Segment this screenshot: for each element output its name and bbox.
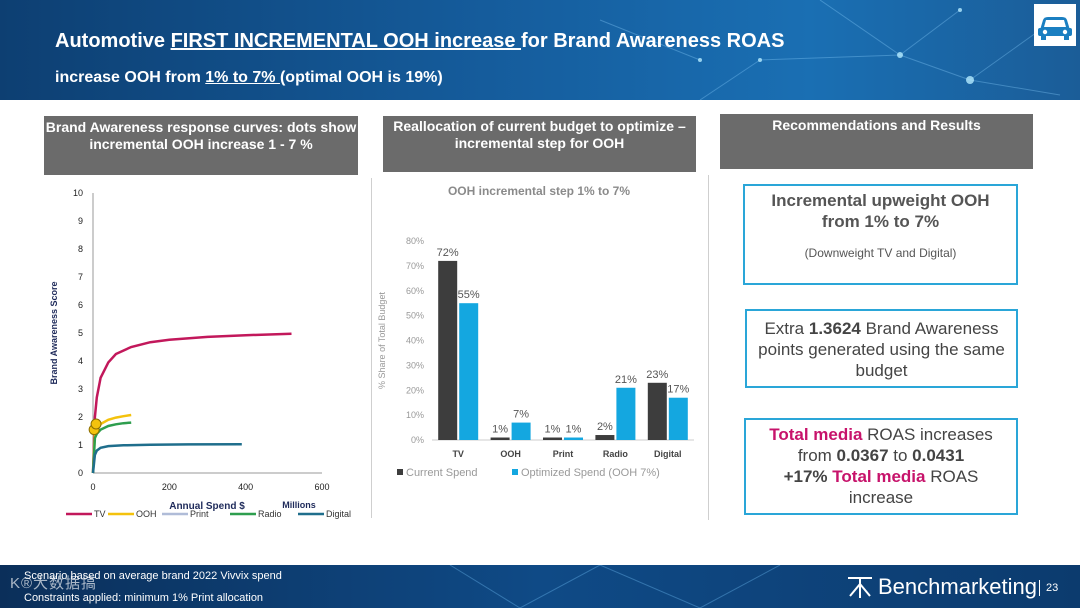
- slide-subtitle: increase OOH from 1% to 7% (optimal OOH …: [55, 69, 443, 86]
- bar-current-digital: [647, 382, 667, 440]
- car-icon: [1038, 17, 1072, 40]
- left-panel-title: Brand Awareness response curves: dots sh…: [44, 116, 358, 175]
- y-tick-label: 6: [78, 300, 83, 310]
- bar-current-radio: [595, 435, 615, 440]
- x-tick-label: 0: [90, 482, 95, 492]
- brand-divider: [1039, 580, 1040, 596]
- result-box-upweight: Incremental upweight OOH from 1% to 7% (…: [743, 184, 1018, 285]
- y-tick-label: 4: [78, 356, 83, 366]
- bar-y-tick: 40%: [406, 336, 424, 346]
- bar-legend-label: Optimized Spend (OOH 7%): [521, 467, 660, 479]
- bar-data-label: 7%: [513, 409, 529, 421]
- bar-optimized-ooh: [511, 422, 531, 440]
- bar-y-tick: 80%: [406, 236, 424, 246]
- bar-current-tv: [438, 260, 458, 440]
- y-tick-label: 3: [78, 384, 83, 394]
- bar-current-ooh: [490, 437, 510, 440]
- bar-data-label: 17%: [667, 384, 689, 396]
- y-tick-label: 2: [78, 412, 83, 422]
- legend-label-radio: Radio: [258, 509, 282, 519]
- x-tick-label: 400: [238, 482, 253, 492]
- bar-optimized-digital: [668, 397, 688, 440]
- x-axis-unit: Millions: [282, 500, 316, 510]
- curve-digital: [91, 442, 242, 474]
- y-tick-label: 8: [78, 244, 83, 254]
- bar-y-tick: 20%: [406, 385, 424, 395]
- bar-legend-swatch: [512, 469, 518, 475]
- ooh-increment-dot: [90, 418, 102, 430]
- middle-panel-title: Reallocation of current budget to optimi…: [383, 116, 696, 172]
- budget-bar-chart: OOH incremental step 1% to 7% 0% 10% 20% 30%…: [377, 184, 694, 479]
- curve-tv: [91, 332, 292, 474]
- roas-text: Total media ROAS increases from 0.0367 t…: [769, 425, 993, 507]
- bar-y-tick: 10%: [406, 410, 424, 420]
- footer-note-constraints: Constraints applied: minimum 1% Print al…: [24, 592, 264, 604]
- divider-right: [708, 175, 709, 520]
- bar-y-tick: 50%: [406, 311, 424, 321]
- bar-y-tick: 0%: [411, 435, 424, 445]
- right-panel-title: Recommendations and Results: [720, 114, 1033, 169]
- page-number: 23: [1046, 582, 1059, 594]
- bar-data-label: 1%: [545, 424, 561, 436]
- x-axis-title: Annual Spend $: [169, 501, 245, 512]
- upweight-heading: Incremental upweight OOH from 1% to 7%: [771, 191, 990, 231]
- y-tick-label: 0: [78, 468, 83, 478]
- bar-optimized-print: [564, 437, 583, 440]
- divider-left: [371, 178, 372, 518]
- bar-data-label: 1%: [492, 424, 508, 436]
- bar-current-print: [543, 437, 562, 440]
- bar-category-label: Digital: [654, 449, 682, 459]
- bar-y-tick: 60%: [406, 286, 424, 296]
- bar-data-label: 2%: [597, 421, 613, 433]
- footer-network: [449, 565, 781, 608]
- bar-optimized-tv: [459, 303, 479, 440]
- result-box-roas: Total media ROAS increases from 0.0367 t…: [744, 418, 1018, 515]
- bar-data-label: 1%: [566, 424, 582, 436]
- curve-radio: [91, 421, 132, 474]
- bar-data-label: 72%: [437, 247, 459, 259]
- footer-bar: K®大数据搞 Scenario based on average brand 2…: [0, 565, 1080, 608]
- footer-note-scenario: Scenario based on average brand 2022 Viv…: [24, 570, 282, 582]
- x-tick-label: 600: [314, 482, 329, 492]
- upweight-note: (Downweight TV and Digital): [804, 246, 957, 260]
- bar-data-label: 21%: [615, 374, 637, 386]
- benchmarketing-logo-icon: [848, 577, 872, 598]
- network-background: [599, 0, 1061, 100]
- result-box-extra-points: Extra 1.3624 Brand Awareness points gene…: [745, 309, 1018, 388]
- bar-y-tick: 70%: [406, 261, 424, 271]
- bar-y-axis-title: % Share of Total Budget: [377, 292, 387, 389]
- bar-data-label: 23%: [646, 369, 668, 381]
- car-icon-box: [1034, 4, 1076, 46]
- bar-y-tick: 30%: [406, 360, 424, 370]
- header-banner: Automotive FIRST INCREMENTAL OOH increas…: [0, 0, 1080, 100]
- y-tick-label: 9: [78, 216, 83, 226]
- bar-category-label: Print: [553, 449, 574, 459]
- response-curves-chart: 0 1 2 3 4 5 6 7 8 9 10 0 200 400 600 Brand Awareness Sc…: [49, 188, 351, 519]
- bar-optimized-radio: [616, 387, 636, 440]
- legend-label-digital: Digital: [326, 509, 351, 519]
- x-tick-label: 200: [162, 482, 177, 492]
- bar-legend-label: Current Spend: [406, 467, 478, 479]
- y-tick-label: 10: [73, 188, 83, 198]
- y-axis-title: Brand Awareness Score: [49, 281, 59, 384]
- bar-category-label: TV: [452, 449, 464, 459]
- legend-label-tv: TV: [94, 509, 106, 519]
- bar-category-label: OOH: [500, 449, 521, 459]
- brand-name: Benchmarketing: [878, 574, 1037, 599]
- bar-category-label: Radio: [603, 449, 629, 459]
- y-tick-label: 1: [78, 440, 83, 450]
- bar-legend-swatch: [397, 469, 403, 475]
- extra-points-text: Extra 1.3624 Brand Awareness points gene…: [758, 319, 1005, 380]
- y-tick-label: 5: [78, 328, 83, 338]
- legend-label-ooh: OOH: [136, 509, 157, 519]
- slide-title: Automotive FIRST INCREMENTAL OOH increas…: [55, 30, 785, 52]
- bar-data-label: 55%: [458, 289, 480, 301]
- bar-chart-title: OOH incremental step 1% to 7%: [448, 184, 630, 198]
- y-tick-label: 7: [78, 272, 83, 282]
- watermark-text: K®大数据搞: [10, 575, 98, 592]
- legend-label-print: Print: [190, 509, 209, 519]
